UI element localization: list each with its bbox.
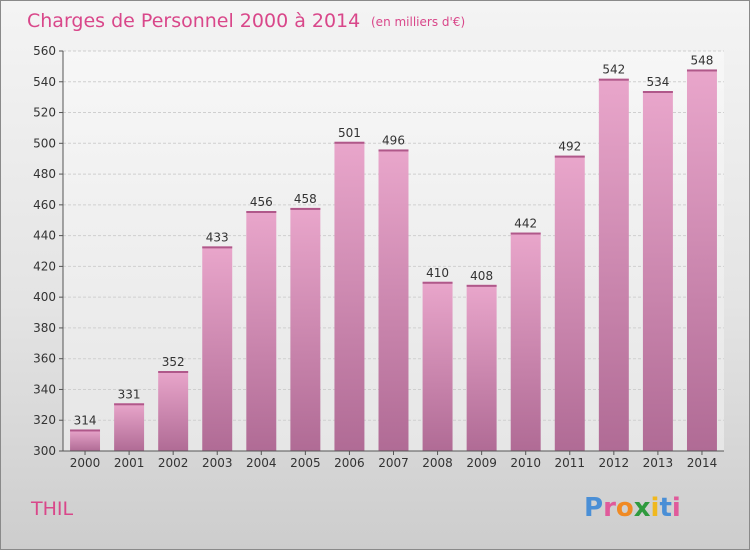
y-tick-label: 360 xyxy=(33,352,56,366)
x-tick-label: 2000 xyxy=(70,456,101,470)
bar xyxy=(290,207,321,451)
bar xyxy=(554,155,585,451)
y-tick-label: 400 xyxy=(33,290,56,304)
bar xyxy=(642,91,673,451)
y-tick-label: 340 xyxy=(33,382,56,396)
logo-letter: x xyxy=(634,493,651,523)
chart-subtitle: (en milliers d'€) xyxy=(371,15,465,29)
x-tick-label: 2013 xyxy=(643,456,674,470)
bar xyxy=(114,403,145,451)
bar-top xyxy=(686,69,717,72)
x-tick-label: 2003 xyxy=(202,456,233,470)
x-tick-label: 2009 xyxy=(466,456,497,470)
bar-value-label: 458 xyxy=(294,192,317,206)
bar xyxy=(246,211,277,451)
bar-value-label: 496 xyxy=(382,133,405,147)
bar-value-label: 548 xyxy=(691,53,714,67)
bar-top xyxy=(466,284,497,287)
x-tick-label: 2007 xyxy=(378,456,409,470)
bar-top xyxy=(642,91,673,93)
x-tick-label: 2011 xyxy=(554,456,585,470)
bar-top xyxy=(378,149,409,152)
y-tick-label: 560 xyxy=(33,44,56,58)
bar-top xyxy=(598,78,629,81)
bar-top xyxy=(114,403,145,406)
commune-name: THIL xyxy=(30,498,73,520)
bar-top xyxy=(334,141,365,144)
bar xyxy=(598,78,629,451)
x-tick-label: 2002 xyxy=(158,456,189,470)
bar xyxy=(70,429,101,451)
bar xyxy=(334,141,365,451)
bar-value-label: 433 xyxy=(206,230,229,244)
y-tick-label: 460 xyxy=(33,198,56,212)
bar-labels: 314 331 352 433 456 458 501 496 410 408 442 492 542 5… xyxy=(74,53,714,427)
x-tick-label: 2008 xyxy=(422,456,453,470)
bar-top xyxy=(290,207,321,210)
chart-title: Charges de Personnel 2000 à 2014 xyxy=(27,10,360,32)
x-ticks: 2000 2001 2002 2003 2004 2005 2006 2007 2008 2009… xyxy=(70,451,717,470)
y-ticks: 300 320 340 360 380 400 420 440 460 480 500 520 540 5… xyxy=(33,44,63,458)
x-tick-label: 2001 xyxy=(114,456,145,470)
x-tick-label: 2006 xyxy=(334,456,365,470)
y-tick-label: 300 xyxy=(33,444,56,458)
bar-value-label: 408 xyxy=(470,269,493,283)
bar-value-label: 456 xyxy=(250,195,273,209)
bar-top xyxy=(158,371,189,373)
logo-letter: t xyxy=(659,493,671,523)
bar xyxy=(686,69,717,451)
bar-value-label: 352 xyxy=(162,355,185,369)
bar xyxy=(202,246,233,451)
logo-letter: o xyxy=(616,493,634,523)
bar xyxy=(422,281,453,451)
bar-top xyxy=(70,429,101,432)
bar-value-label: 501 xyxy=(338,126,361,140)
logo-letter: P xyxy=(584,493,603,523)
bar xyxy=(466,284,497,451)
y-tick-label: 500 xyxy=(33,136,56,150)
logo-letter: r xyxy=(603,493,616,523)
bar-value-label: 542 xyxy=(602,63,625,77)
x-tick-label: 2005 xyxy=(290,456,321,470)
y-tick-label: 420 xyxy=(33,259,56,273)
bar xyxy=(378,149,409,451)
logo-letter: i xyxy=(672,493,681,523)
bar-value-label: 492 xyxy=(558,140,581,154)
bar-value-label: 331 xyxy=(118,387,141,401)
x-tick-label: 2012 xyxy=(599,456,630,470)
bar xyxy=(510,232,541,451)
bar-value-label: 314 xyxy=(74,413,97,427)
bar-top xyxy=(202,246,233,249)
bar-top xyxy=(554,155,585,158)
y-tick-label: 380 xyxy=(33,321,56,335)
x-tick-label: 2004 xyxy=(246,456,277,470)
bar-top xyxy=(510,232,541,235)
y-tick-label: 520 xyxy=(33,106,56,120)
bar-value-label: 410 xyxy=(426,266,449,280)
bar-top xyxy=(422,281,453,284)
bar-value-label: 442 xyxy=(514,217,537,231)
bar-value-label: 534 xyxy=(646,75,669,89)
bar xyxy=(158,371,189,451)
y-tick-label: 480 xyxy=(33,167,56,181)
proxiti-logo: Proxiti xyxy=(584,493,681,523)
x-tick-label: 2010 xyxy=(510,456,541,470)
logo-letter: i xyxy=(651,493,660,523)
bars xyxy=(70,69,717,451)
bar-top xyxy=(246,211,277,213)
y-tick-label: 540 xyxy=(33,75,56,89)
y-tick-label: 440 xyxy=(33,229,56,243)
y-tick-label: 320 xyxy=(33,413,56,427)
x-tick-label: 2014 xyxy=(687,456,718,470)
